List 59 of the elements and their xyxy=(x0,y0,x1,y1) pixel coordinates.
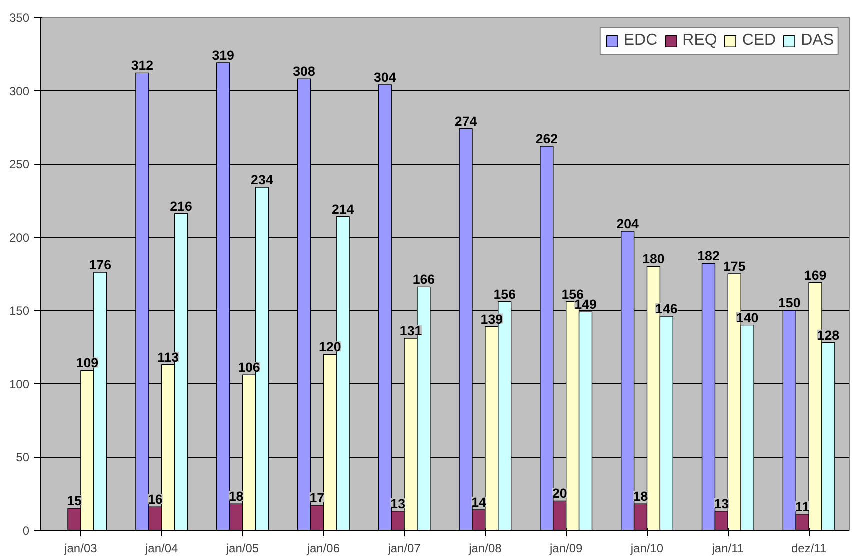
data-label: 312 xyxy=(131,58,154,74)
legend-label: DAS xyxy=(801,32,834,50)
x-tick-label: jan/10 xyxy=(630,542,664,556)
data-label: 214 xyxy=(332,202,355,217)
data-label: 140 xyxy=(736,310,759,326)
data-label: 18 xyxy=(633,489,648,504)
data-label: 319 xyxy=(212,48,234,63)
data-label: 109 xyxy=(76,356,99,371)
data-label: 15 xyxy=(67,494,82,509)
data-label: 274 xyxy=(454,114,478,129)
data-label: 146 xyxy=(656,302,678,317)
data-label: 234 xyxy=(251,172,274,188)
legend-label: EDC xyxy=(624,32,658,50)
legend-label: CED xyxy=(742,32,776,50)
data-label: 13 xyxy=(390,496,406,512)
x-tick-label: jan/03 xyxy=(64,542,98,556)
data-label: 156 xyxy=(494,286,516,302)
data-label: 150 xyxy=(778,296,801,311)
data-label: 176 xyxy=(89,258,112,273)
y-tick-label: 50 xyxy=(16,450,30,465)
data-label: 16 xyxy=(148,492,163,508)
data-label: 13 xyxy=(714,496,730,512)
data-label: 14 xyxy=(472,494,487,510)
data-label: 175 xyxy=(724,259,746,274)
legend-label: REQ xyxy=(682,32,718,50)
data-label: 262 xyxy=(536,131,558,146)
data-label: 20 xyxy=(552,486,568,502)
data-label: 308 xyxy=(293,64,316,80)
x-tick-label: jan/09 xyxy=(549,542,584,556)
x-tick-label: jan/08 xyxy=(468,542,502,556)
data-label: 128 xyxy=(817,328,840,343)
x-tick-label: jan/07 xyxy=(387,542,422,556)
data-label: 216 xyxy=(170,198,192,214)
x-tick-label: jan/05 xyxy=(225,542,260,556)
y-tick-label: 250 xyxy=(9,158,30,172)
data-label: 182 xyxy=(698,248,720,264)
y-tick-label: 150 xyxy=(9,304,30,318)
data-label: 18 xyxy=(228,489,244,504)
y-tick-label: 350 xyxy=(9,11,30,25)
data-label: 131 xyxy=(400,323,423,338)
data-label: 106 xyxy=(238,360,260,376)
data-label: 11 xyxy=(796,499,810,514)
x-tick-label: jan/04 xyxy=(144,542,179,556)
data-label: 180 xyxy=(642,252,665,267)
x-tick-label: jan/06 xyxy=(306,542,340,556)
data-label: 304 xyxy=(374,70,397,85)
x-tick-label: dez/11 xyxy=(791,542,827,556)
data-label: 120 xyxy=(319,340,342,355)
data-label: 204 xyxy=(616,216,640,232)
y-tick-label: 300 xyxy=(9,84,30,98)
data-label: 169 xyxy=(804,268,827,283)
y-tick-label: 0 xyxy=(22,524,30,538)
x-tick-label: jan/11 xyxy=(711,542,744,556)
y-tick-label: 100 xyxy=(9,377,30,392)
data-label: 17 xyxy=(310,490,325,506)
data-label: 166 xyxy=(412,272,436,288)
data-label: 113 xyxy=(158,350,180,365)
data-label: 139 xyxy=(480,312,504,327)
y-tick-label: 200 xyxy=(9,230,30,245)
